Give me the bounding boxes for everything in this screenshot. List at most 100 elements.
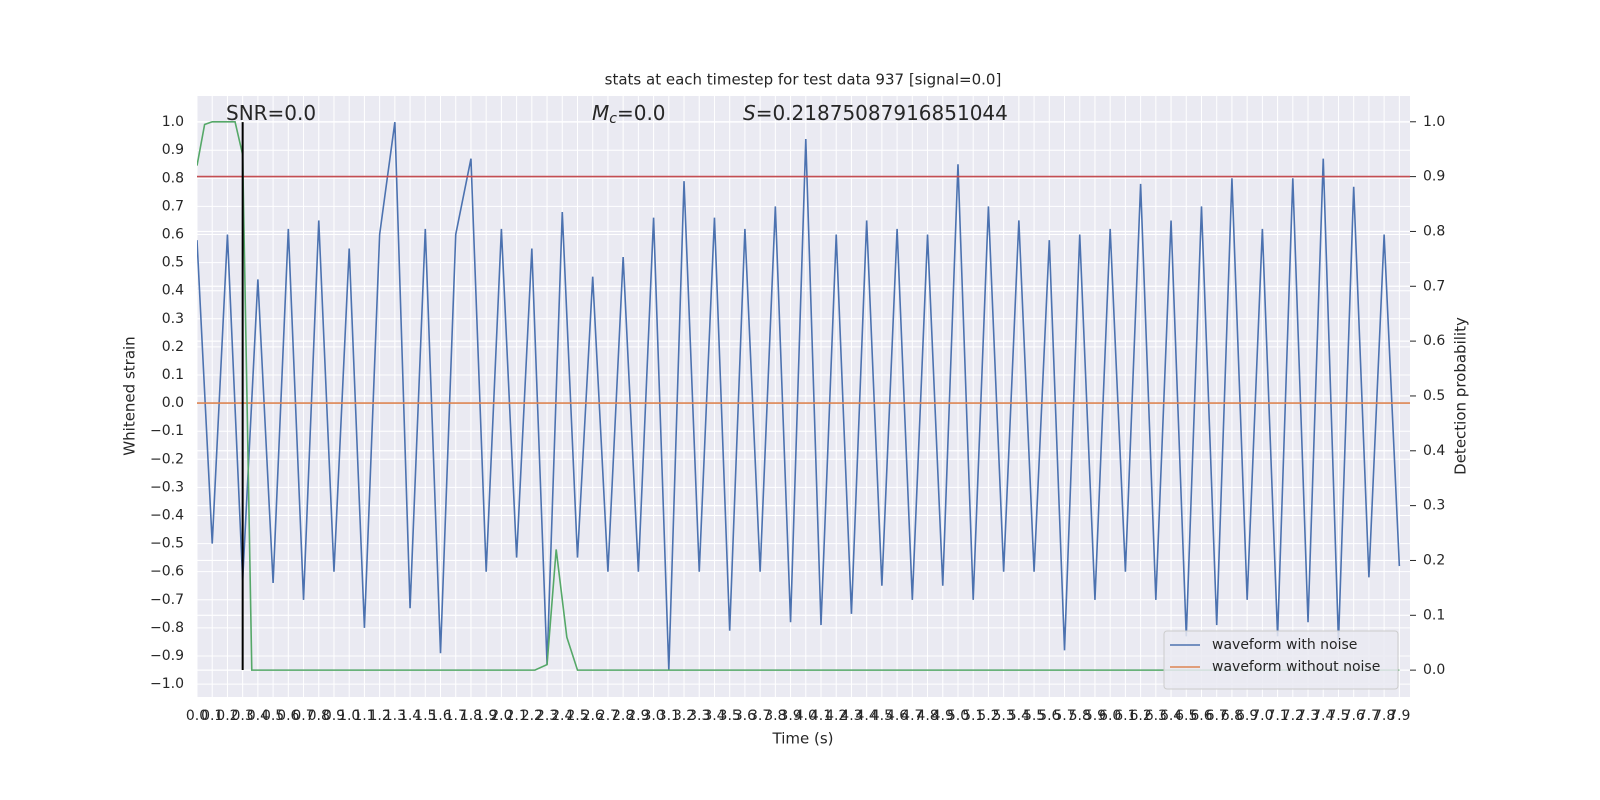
annotation: Mc=0.0: [592, 101, 666, 128]
annotation: SNR=0.0: [226, 101, 316, 125]
annotation-text: =0.0: [617, 101, 666, 125]
y-tick-label: 0.1: [162, 367, 184, 383]
x-tick-label: 1.8: [460, 708, 482, 724]
plot-area: [197, 120, 1410, 671]
x-tick-label: 7.5: [1327, 708, 1349, 724]
x-tick-label: 3.4: [703, 708, 725, 724]
y-tick-label: 0.0: [162, 395, 184, 411]
x-tick-label: 6.7: [1206, 708, 1228, 724]
x-tick-label: 5.0: [947, 708, 969, 724]
x-tick-label: 2.6: [582, 708, 604, 724]
annotation-text: =0.21875087916851044: [756, 101, 1008, 125]
x-tick-label: 3.5: [719, 708, 741, 724]
y-tick-label: 0.5: [162, 255, 184, 271]
y-tick-label: 1.0: [162, 114, 184, 130]
x-tick-label: 1.4: [399, 708, 421, 724]
x-tick-label: 2.8: [612, 708, 634, 724]
annotation-symbol: S: [743, 101, 756, 125]
x-tick-label: 2.9: [627, 708, 649, 724]
y-tick-label: −0.9: [150, 648, 184, 664]
x-tick-label: 4.3: [840, 708, 862, 724]
x-tick-label: 5.3: [993, 708, 1015, 724]
series-line: [197, 122, 1401, 671]
x-tick-label: 1.3: [384, 708, 406, 724]
x-tick-label: 5.4: [1008, 708, 1030, 724]
x-tick-label: 4.6: [886, 708, 908, 724]
x-tick-label: 3.9: [779, 708, 801, 724]
x-tick-label: 6.1: [1114, 708, 1136, 724]
x-tick-label: 3.8: [764, 708, 786, 724]
x-tick-label: 0.5: [262, 708, 284, 724]
x-tick-label: 4.9: [932, 708, 954, 724]
x-tick-label: 4.1: [810, 708, 832, 724]
x-tick-label: 6.5: [1175, 708, 1197, 724]
x-tick-label: 0.9: [323, 708, 345, 724]
y2-axis-label: Detection probability: [1452, 317, 1470, 475]
annotation: S=0.21875087916851044: [743, 101, 1008, 125]
x-tick-label: 3.3: [688, 708, 710, 724]
x-tick-label: 2.1: [505, 708, 527, 724]
y-tick-label: 0.4: [162, 283, 184, 299]
x-tick-label: 2.5: [566, 708, 588, 724]
x-tick-label: 7.8: [1373, 708, 1395, 724]
y-tick-label: −0.6: [150, 564, 184, 580]
y-tick-label: 0.9: [162, 142, 184, 158]
x-tick-label: 0.3: [232, 708, 254, 724]
x-tick-label: 5.1: [962, 708, 984, 724]
legend-label: waveform with noise: [1212, 637, 1357, 653]
x-tick-label: 4.2: [825, 708, 847, 724]
x-tick-label: 3.1: [658, 708, 680, 724]
x-tick-label: 0.7: [292, 708, 314, 724]
x-tick-label: 7.0: [1251, 708, 1273, 724]
x-tick-label: 6.4: [1160, 708, 1182, 724]
x-tick-label: 2.4: [551, 708, 573, 724]
x-tick-label: 2.0: [490, 708, 512, 724]
x-tick-label: 1.9: [475, 708, 497, 724]
x-tick-label: 1.1: [353, 708, 375, 724]
x-tick-label: 0.2: [216, 708, 238, 724]
y-tick-label: 0.7: [162, 198, 184, 214]
x-tick-label: 5.6: [1038, 708, 1060, 724]
x-tick-label: 2.3: [536, 708, 558, 724]
x-tick-label: 1.2: [369, 708, 391, 724]
annotation-symbol: M: [592, 101, 609, 125]
x-tick-label: 7.6: [1343, 708, 1365, 724]
legend-box: [1163, 630, 1399, 690]
x-tick-label: 6.0: [1099, 708, 1121, 724]
x-tick-label: 0.1: [201, 708, 223, 724]
y-tick-label: −0.7: [150, 592, 184, 608]
x-tick-label: 1.5: [414, 708, 436, 724]
x-tick-label: 0.6: [277, 708, 299, 724]
x-tick-label: 4.7: [901, 708, 923, 724]
y2-tick-label: 0.8: [1423, 223, 1445, 239]
y-tick-label: −0.1: [150, 423, 184, 439]
y-tick-label: −0.3: [150, 479, 184, 495]
labels: 0.00.10.20.30.40.50.60.70.80.91.01.11.21…: [150, 101, 1445, 725]
y2-tick-label: 0.5: [1423, 388, 1445, 404]
x-tick-label: 3.2: [673, 708, 695, 724]
x-tick-label: 0.4: [247, 708, 269, 724]
x-tick-label: 1.6: [429, 708, 451, 724]
x-tick-label: 6.8: [1221, 708, 1243, 724]
y2-tick-label: 0.6: [1423, 333, 1445, 349]
x-tick-label: 5.8: [1069, 708, 1091, 724]
x-tick-label: 5.2: [977, 708, 999, 724]
x-tick-label: 7.4: [1312, 708, 1334, 724]
annotation-text: SNR=0.0: [226, 101, 316, 125]
y-tick-label: −0.4: [150, 507, 184, 523]
x-tick-label: 6.9: [1236, 708, 1258, 724]
y-tick-label: 0.8: [162, 170, 184, 186]
series-line: [197, 120, 1400, 671]
x-tick-label: 1.0: [338, 708, 360, 724]
y-tick-label: 0.6: [162, 227, 184, 243]
x-tick-label: 1.7: [445, 708, 467, 724]
x-tick-label: 4.0: [795, 708, 817, 724]
x-tick-label: 6.2: [1129, 708, 1151, 724]
x-tick-label: 3.0: [642, 708, 664, 724]
y2-tick-label: 0.0: [1423, 662, 1445, 678]
y2-tick-label: 0.7: [1423, 278, 1445, 294]
x-axis-label: Time (s): [772, 730, 834, 748]
y2-tick-label: 1.0: [1423, 114, 1445, 130]
y-axis-label: Whitened strain: [121, 336, 139, 455]
chart-title: stats at each timestep for test data 937…: [605, 71, 1002, 89]
